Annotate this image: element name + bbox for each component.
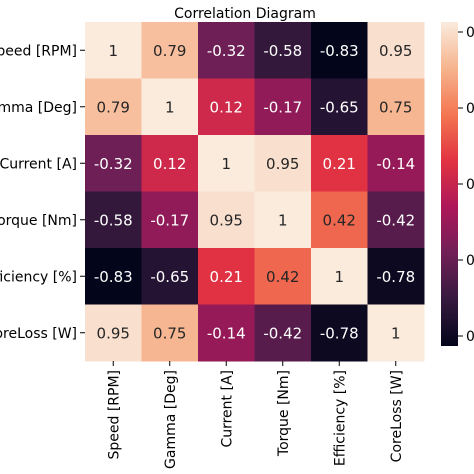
heatmap-cell bbox=[367, 304, 425, 362]
heatmap-cell bbox=[85, 22, 142, 79]
cell-value-label: 0.75 bbox=[153, 324, 186, 342]
heatmap-cell bbox=[198, 191, 255, 249]
row-label: Efficiency [%] bbox=[0, 269, 77, 285]
heatmap-cell bbox=[141, 135, 199, 192]
heatmap-cell bbox=[85, 191, 142, 249]
heatmap-cell bbox=[198, 248, 255, 305]
heatmap-cell bbox=[367, 248, 425, 305]
heatmap-cell bbox=[254, 78, 312, 136]
heatmap-cell bbox=[141, 78, 199, 136]
column-label: Efficiency [%] bbox=[332, 370, 348, 466]
cell-value-label: 0.42 bbox=[266, 268, 299, 286]
heatmap-cell bbox=[198, 304, 255, 362]
chart-title: Correlation Diagram bbox=[174, 6, 316, 22]
heatmap-cell bbox=[254, 191, 312, 249]
colorbar-tick-label: 0 bbox=[466, 25, 474, 41]
cell-value-label: -0.14 bbox=[376, 155, 415, 173]
heatmap-cell bbox=[141, 248, 199, 305]
cell-value-label: -0.78 bbox=[320, 324, 359, 342]
cell-value-label: -0.78 bbox=[376, 268, 415, 286]
colorbar: 0 0 0 0 0 bbox=[441, 22, 474, 346]
cell-value-label: 1 bbox=[108, 42, 118, 60]
cell-value-label: 0.79 bbox=[153, 42, 186, 60]
heatmap-cell bbox=[311, 135, 368, 192]
column-label: Gamma [Deg] bbox=[163, 370, 179, 469]
cell-value-label: 1 bbox=[391, 324, 401, 342]
cell-value-label: 0.95 bbox=[266, 155, 299, 173]
cell-value-label: -0.17 bbox=[150, 211, 189, 229]
cell-value-label: -0.83 bbox=[320, 42, 359, 60]
colorbar-tick-label: 0 bbox=[466, 253, 474, 269]
colorbar-tick-label: 0 bbox=[466, 329, 474, 345]
row-label: Speed [RPM] bbox=[0, 43, 77, 59]
heatmap-cell bbox=[198, 78, 255, 136]
cell-value-label: 1 bbox=[165, 98, 175, 116]
cell-value-label: 0.21 bbox=[210, 268, 243, 286]
cell-value-label: -0.65 bbox=[150, 268, 189, 286]
heatmap-cell bbox=[254, 304, 312, 362]
cell-value-label: -0.42 bbox=[376, 211, 415, 229]
cell-value-label: -0.83 bbox=[94, 268, 133, 286]
heatmap-cell bbox=[141, 191, 199, 249]
cell-value-label: 0.95 bbox=[379, 42, 412, 60]
heatmap-cell bbox=[141, 22, 199, 79]
cell-value-label: 0.95 bbox=[210, 211, 243, 229]
cell-value-label: 1 bbox=[221, 155, 231, 173]
cell-value-label: 0.42 bbox=[323, 211, 356, 229]
column-labels: Speed [RPM] Gamma [Deg] Current [A] Torque … bbox=[106, 361, 405, 469]
cell-value-label: 0.21 bbox=[323, 155, 356, 173]
heatmap-cell bbox=[198, 135, 255, 192]
row-label: Gamma [Deg] bbox=[0, 100, 77, 116]
column-label: CoreLoss [W] bbox=[389, 370, 405, 462]
heatmap-cell bbox=[367, 22, 425, 79]
heatmap-cells: 1 0.79 -0.32 -0.58 -0.83 0.95 0.79 1 0.12 -0.17 -0… bbox=[85, 22, 425, 362]
heatmap-cell bbox=[311, 248, 368, 305]
heatmap-cell bbox=[311, 22, 368, 79]
cell-value-label: -0.14 bbox=[207, 324, 246, 342]
heatmap-cell bbox=[85, 248, 142, 305]
row-labels: Speed [RPM] Gamma [Deg] Current [A] Torque … bbox=[0, 43, 85, 342]
heatmap-cell bbox=[311, 78, 368, 136]
cell-value-label: 0.79 bbox=[97, 98, 130, 116]
heatmap-cell bbox=[85, 78, 142, 136]
column-label: Speed [RPM] bbox=[106, 370, 122, 460]
colorbar-tick-label: 0 bbox=[466, 177, 474, 193]
heatmap-cell bbox=[85, 135, 142, 192]
cell-value-label: 1 bbox=[278, 211, 288, 229]
cell-value-label: -0.17 bbox=[263, 98, 302, 116]
heatmap-cell bbox=[367, 191, 425, 249]
colorbar-tick-label: 0 bbox=[466, 101, 474, 117]
heatmap-cell bbox=[311, 191, 368, 249]
cell-value-label: 0.75 bbox=[379, 98, 412, 116]
heatmap-cell bbox=[254, 135, 312, 192]
cell-value-label: 0.12 bbox=[210, 98, 243, 116]
cell-value-label: 0.12 bbox=[153, 155, 186, 173]
cell-value-label: -0.42 bbox=[263, 324, 302, 342]
heatmap-cell bbox=[85, 304, 142, 362]
cell-value-label: -0.58 bbox=[94, 211, 133, 229]
heatmap-cell bbox=[198, 22, 255, 79]
row-label: Current [A] bbox=[0, 156, 77, 172]
cell-value-label: 0.95 bbox=[97, 324, 130, 342]
cell-value-label: 1 bbox=[334, 268, 344, 286]
heatmap-cell bbox=[311, 304, 368, 362]
colorbar-gradient bbox=[441, 22, 458, 346]
cell-value-label: -0.32 bbox=[94, 155, 133, 173]
row-label: Torque [Nm] bbox=[0, 213, 77, 229]
heatmap-cell bbox=[254, 22, 312, 79]
cell-value-label: -0.65 bbox=[320, 98, 359, 116]
row-label: CoreLoss [W] bbox=[0, 326, 77, 342]
heatmap-cell bbox=[367, 78, 425, 136]
cell-value-label: -0.58 bbox=[263, 42, 302, 60]
column-label: Torque [Nm] bbox=[276, 370, 292, 457]
heatmap-cell bbox=[254, 248, 312, 305]
heatmap-cell bbox=[141, 304, 199, 362]
column-label: Current [A] bbox=[219, 370, 235, 448]
cell-value-label: -0.32 bbox=[207, 42, 246, 60]
heatmap-cell bbox=[367, 135, 425, 192]
